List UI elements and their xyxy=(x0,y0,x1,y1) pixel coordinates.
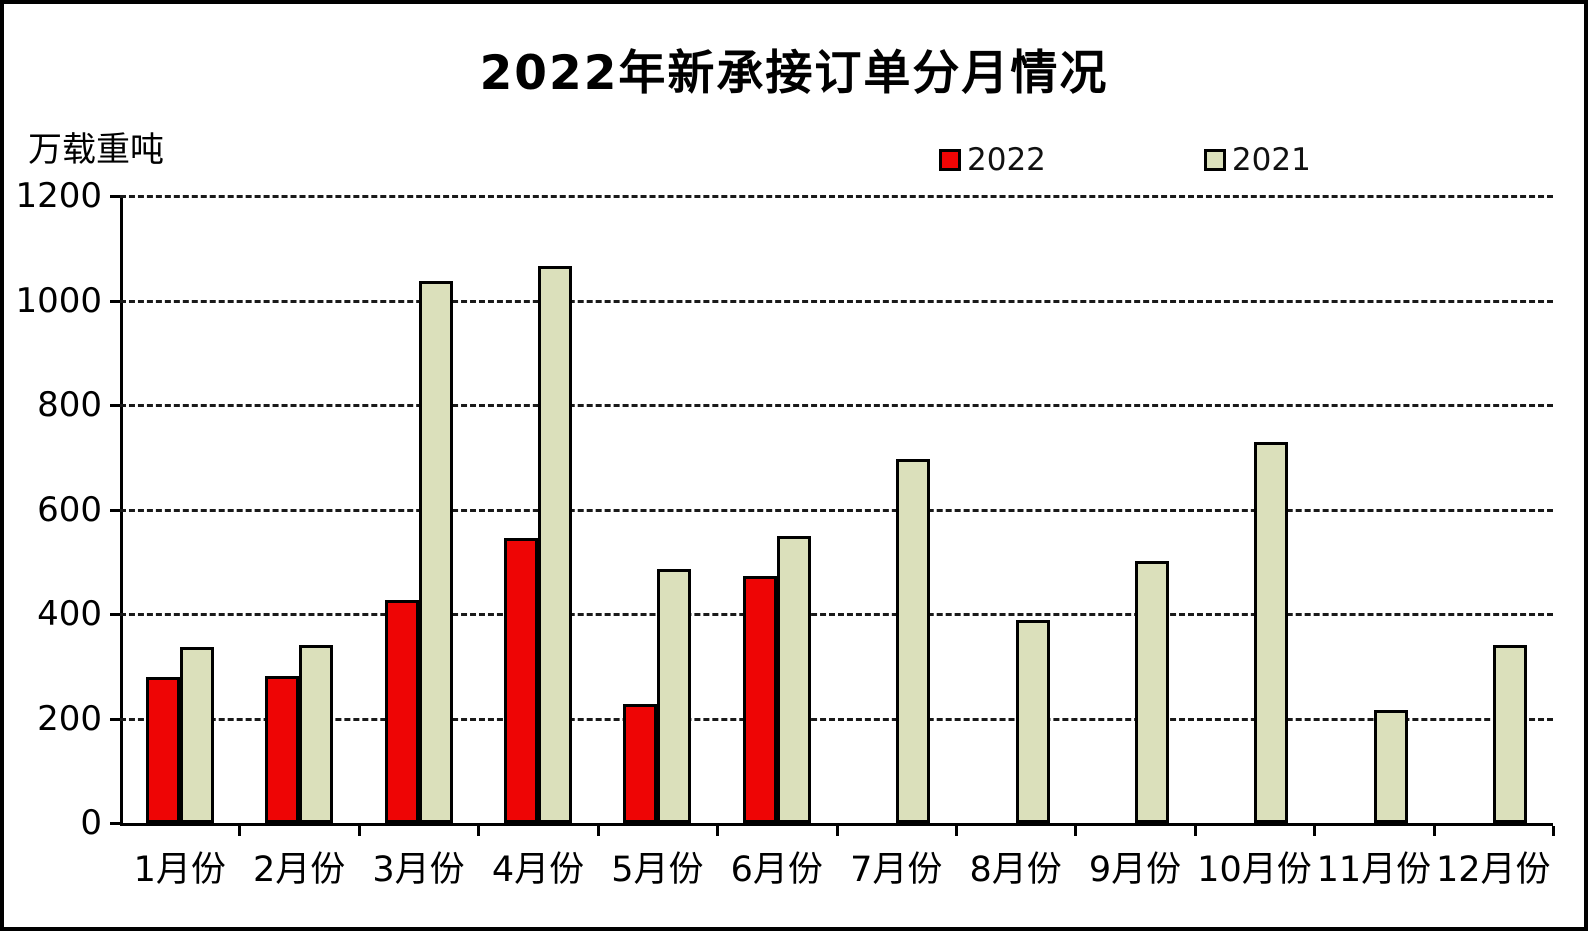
x-category-label-3: 3月份 xyxy=(372,850,465,890)
plot-area: 0 200 400 600 800 1000 1200 1月份 2月份 3月份 4月份 5月份 6月份 7… xyxy=(15,176,1555,890)
x-axis-tick-9 xyxy=(1193,826,1197,836)
x-axis-tick-4 xyxy=(596,826,600,836)
x-category-label-6: 6月份 xyxy=(730,850,823,890)
y-tick-label-1000: 1000 xyxy=(15,280,102,321)
bar-2021-3月份 xyxy=(418,281,453,823)
y-tick-label-400: 400 xyxy=(37,594,102,634)
bar-2022-2月份 xyxy=(265,676,300,823)
y-axis-tick-1000 xyxy=(110,299,120,303)
gridline-y-400 xyxy=(120,613,1553,616)
legend-item-2022: 2022 xyxy=(939,142,1046,178)
x-category-label-2: 2月份 xyxy=(252,850,346,890)
gridline-y-1000 xyxy=(120,299,1553,303)
gridline-y-800 xyxy=(120,404,1553,407)
gridline-y-200 xyxy=(120,717,1553,721)
bar-2021-1月份 xyxy=(179,647,214,823)
x-axis-tick-7 xyxy=(954,826,958,836)
bar-2022-6月份 xyxy=(742,575,777,823)
x-category-label-9: 9月份 xyxy=(1088,850,1182,890)
bar-2021-10月份 xyxy=(1254,442,1289,823)
y-tick-label-200: 200 xyxy=(37,698,102,739)
y-tick-label-800: 800 xyxy=(37,385,102,425)
x-category-label-8: 8月份 xyxy=(969,850,1062,890)
bar-2021-7月份 xyxy=(896,458,931,823)
y-axis-tick-400 xyxy=(110,613,120,616)
x-axis-tick-12 xyxy=(1552,826,1555,836)
chart-title: 2022年新承接订单分月情况 xyxy=(479,46,1109,101)
bar-2022-3月份 xyxy=(384,599,419,823)
x-axis-tick-5 xyxy=(716,826,720,836)
legend-marker-2022-icon xyxy=(939,149,961,171)
x-axis-tick-10 xyxy=(1313,826,1317,836)
x-category-label-4: 4月份 xyxy=(491,850,585,890)
bar-2021-12月份 xyxy=(1493,645,1528,823)
legend-label-2021: 2021 xyxy=(1231,142,1311,178)
bar-2022-1月份 xyxy=(145,676,180,823)
bar-2022-4月份 xyxy=(503,538,538,823)
x-category-label-11: 11月份 xyxy=(1316,850,1432,890)
bar-2021-11月份 xyxy=(1373,710,1408,823)
y-tick-label-600: 600 xyxy=(37,489,102,530)
y-axis-tick-800 xyxy=(110,404,120,407)
bar-2021-4月份 xyxy=(537,265,572,823)
x-category-label-7: 7月份 xyxy=(850,850,943,890)
legend-marker-2021-icon xyxy=(1203,149,1226,171)
legend-item-2021: 2021 xyxy=(1203,142,1311,178)
gridline-y-1200 xyxy=(120,195,1553,198)
bar-2021-5月份 xyxy=(657,569,692,823)
legend-label-2022: 2022 xyxy=(967,142,1046,178)
x-axis-tick-3 xyxy=(477,826,481,836)
x-category-label-5: 5月份 xyxy=(611,850,704,890)
bar-2021-9月份 xyxy=(1135,560,1170,823)
y-tick-label-0: 0 xyxy=(80,803,102,843)
legend: 2022 2021 xyxy=(939,142,1311,178)
y-axis-tick-1200 xyxy=(110,195,120,198)
x-axis-tick-1 xyxy=(238,826,242,836)
y-axis-unit-label: 万载重吨 xyxy=(28,130,164,170)
x-axis-tick-2 xyxy=(357,826,361,836)
bar-2021-8月份 xyxy=(1015,619,1050,823)
x-category-label-12: 12月份 xyxy=(1436,850,1551,890)
y-axis-tick-600 xyxy=(110,508,120,512)
bar-2021-6月份 xyxy=(776,536,811,823)
x-axis-tick-8 xyxy=(1074,826,1078,836)
bar-2021-2月份 xyxy=(299,645,334,823)
bar-2022-5月份 xyxy=(623,703,658,823)
y-axis-tick-200 xyxy=(110,717,120,721)
x-axis-line xyxy=(120,823,1553,826)
x-category-label-10: 10月份 xyxy=(1197,850,1312,890)
y-axis-tick-0 xyxy=(110,822,120,825)
x-axis-tick-6 xyxy=(835,826,839,836)
x-category-label-1: 1月份 xyxy=(133,850,226,890)
y-tick-label-1200: 1200 xyxy=(15,176,102,216)
gridline-y-600 xyxy=(120,508,1553,512)
x-axis-tick-11 xyxy=(1432,826,1436,836)
